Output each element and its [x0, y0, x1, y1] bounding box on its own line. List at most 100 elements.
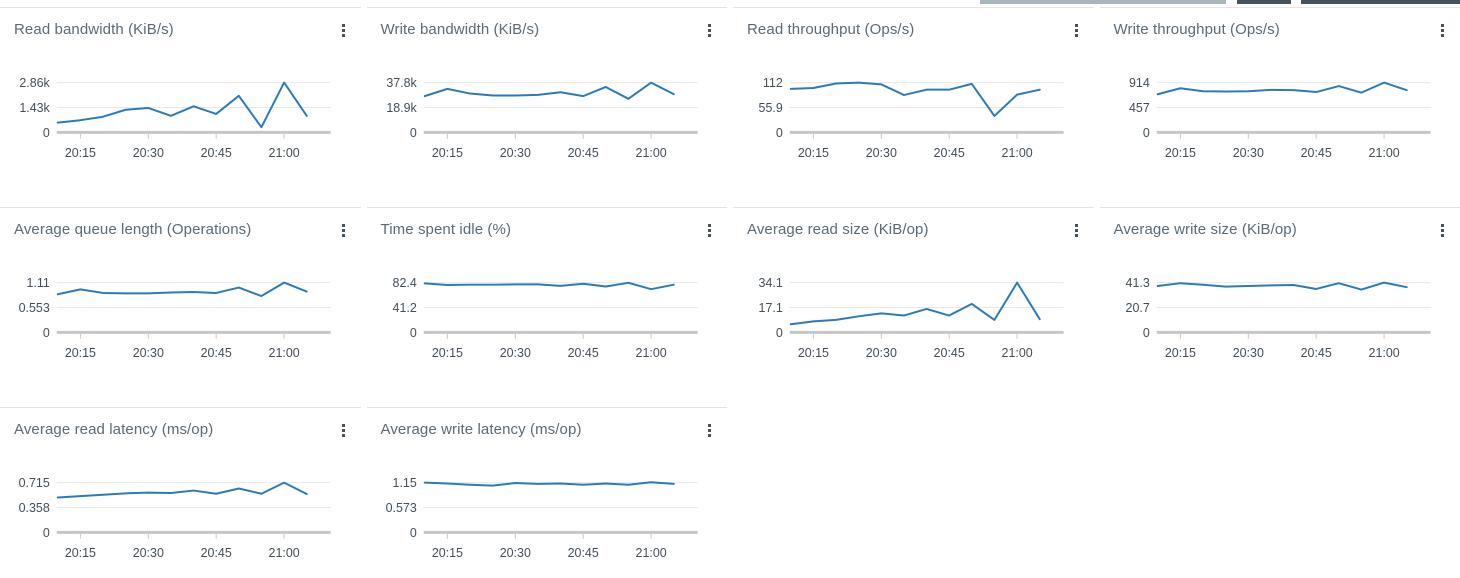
kebab-menu-button[interactable]: [1437, 21, 1448, 40]
kebab-dot-icon: [1074, 29, 1078, 32]
panel-header: Read bandwidth (KiB/s): [0, 8, 361, 40]
series-line: [423, 281, 675, 291]
x-tick-label: 20:30: [866, 146, 897, 160]
x-tick-label: 21:00: [269, 346, 300, 360]
y-tick-label: 112: [763, 76, 783, 90]
kebab-dot-icon: [708, 429, 711, 432]
y-tick-label: 0: [776, 126, 783, 140]
panel-title: Average queue length (Operations): [14, 221, 252, 238]
x-tick-label: 20:30: [133, 346, 164, 360]
panel-header: Time spent idle (%): [367, 208, 728, 240]
metric-panel: Time spent idle (%) 82.4 41.2 0 20:15 20:30 2…: [366, 207, 728, 395]
y-tick-label: 17.1: [759, 301, 783, 315]
y-tick-label: 0: [43, 526, 50, 540]
kebab-menu-button[interactable]: [704, 221, 715, 240]
y-tick-label: 34.1: [759, 276, 783, 290]
kebab-dot-icon: [341, 34, 345, 37]
series-line: [56, 81, 308, 129]
kebab-dot-icon: [708, 229, 711, 232]
kebab-menu-button[interactable]: [1071, 221, 1082, 240]
kebab-dot-icon: [708, 224, 711, 227]
x-tick-label: 20:15: [65, 546, 96, 560]
y-tick-label: 0.715: [19, 476, 50, 490]
x-tick-label: 20:15: [1164, 146, 1195, 160]
kebab-menu-button[interactable]: [338, 21, 349, 40]
kebab-dot-icon: [341, 29, 345, 32]
panel-title: Average read latency (ms/op): [14, 421, 214, 438]
series-line: [56, 281, 308, 298]
kebab-menu-button[interactable]: [338, 221, 349, 240]
panel-title: Average write latency (ms/op): [380, 421, 582, 438]
x-tick-label: 20:30: [1232, 346, 1263, 360]
y-tick-label: 1.11: [26, 276, 49, 290]
kebab-menu-button[interactable]: [704, 421, 715, 440]
y-tick-label: 0: [409, 326, 416, 340]
series-line: [423, 81, 675, 100]
toolbar-fragment-dark-wide[interactable]: [1301, 0, 1460, 4]
x-tick-label: 20:15: [65, 146, 96, 160]
x-tick-label: 20:30: [499, 346, 530, 360]
kebab-menu-button[interactable]: [338, 421, 349, 440]
metric-line-chart: 82.4 41.2 0 20:15 20:30 20:45 21:00: [392, 276, 698, 360]
x-tick-label: 20:30: [499, 146, 530, 160]
kebab-menu-button[interactable]: [704, 21, 715, 40]
x-tick-label: 20:15: [65, 346, 96, 360]
kebab-dot-icon: [341, 24, 345, 27]
x-tick-label: 21:00: [1368, 146, 1399, 160]
metric-panel: Write throughput (Ops/s) 914 457 0 20:15 20:…: [1099, 7, 1460, 195]
panel-title: Write throughput (Ops/s): [1113, 21, 1280, 38]
panel-title: Write bandwidth (KiB/s): [380, 21, 540, 38]
y-tick-label: 0: [776, 326, 783, 340]
panel-title: Average read size (KiB/op): [747, 221, 929, 238]
toolbar-fragment-dark-small[interactable]: [1237, 0, 1291, 4]
x-tick-label: 20:15: [1164, 346, 1195, 360]
kebab-dot-icon: [1441, 24, 1444, 27]
metric-panel: Write bandwidth (KiB/s) 37.8k 18.9k 0 20:15…: [366, 7, 728, 195]
toolbar-fragment-light[interactable]: [980, 0, 1226, 4]
x-tick-label: 20:45: [934, 146, 965, 160]
series-line: [789, 81, 1041, 117]
y-tick-label: 0: [409, 526, 416, 540]
x-tick-label: 20:15: [431, 546, 462, 560]
y-tick-label: 0.553: [19, 301, 50, 315]
panel-title: Average write size (KiB/op): [1113, 221, 1297, 238]
x-tick-label: 21:00: [269, 146, 300, 160]
x-tick-label: 20:30: [866, 346, 897, 360]
kebab-dot-icon: [708, 34, 711, 37]
kebab-dot-icon: [1441, 229, 1444, 232]
kebab-dot-icon: [1441, 234, 1444, 237]
y-tick-label: 1.43k: [19, 101, 50, 115]
kebab-dot-icon: [708, 434, 711, 437]
y-tick-label: 0: [409, 126, 416, 140]
kebab-menu-button[interactable]: [1071, 21, 1082, 40]
x-tick-label: 20:45: [201, 146, 232, 160]
x-tick-label: 20:45: [1300, 146, 1331, 160]
kebab-dot-icon: [1074, 229, 1078, 232]
x-tick-label: 20:45: [201, 346, 232, 360]
x-tick-label: 21:00: [1002, 146, 1033, 160]
metric-panel: Average queue length (Operations) 1.11 0.…: [0, 207, 361, 395]
x-tick-label: 20:15: [431, 346, 462, 360]
kebab-dot-icon: [341, 224, 345, 227]
x-tick-label: 20:45: [567, 146, 598, 160]
panel-header: Write bandwidth (KiB/s): [367, 8, 728, 40]
metric-panel: Average write size (KiB/op) 41.3 20.7 0 20:…: [1099, 207, 1460, 395]
kebab-dot-icon: [1441, 34, 1444, 37]
x-tick-label: 20:45: [1300, 346, 1331, 360]
kebab-dot-icon: [708, 29, 711, 32]
y-tick-label: 20.7: [1125, 301, 1149, 315]
y-tick-label: 55.9: [759, 101, 783, 115]
y-tick-label: 914: [1129, 76, 1150, 90]
kebab-dot-icon: [708, 24, 711, 27]
panel-header: Average write size (KiB/op): [1100, 208, 1460, 240]
x-tick-label: 20:45: [567, 546, 598, 560]
x-tick-label: 20:45: [934, 346, 965, 360]
kebab-dot-icon: [708, 424, 711, 427]
metric-line-chart: 2.86k 1.43k 0 20:15 20:30 20:45 21:00: [19, 76, 331, 160]
metric-panel: Read bandwidth (KiB/s) 2.86k 1.43k 0 20:15 2…: [0, 7, 361, 195]
kebab-menu-button[interactable]: [1437, 221, 1448, 240]
metric-panel: Average read size (KiB/op) 34.1 17.1 0 20:1…: [733, 207, 1094, 395]
metric-line-chart: 1.15 0.573 0 20:15 20:30 20:45 21:00: [385, 476, 698, 560]
